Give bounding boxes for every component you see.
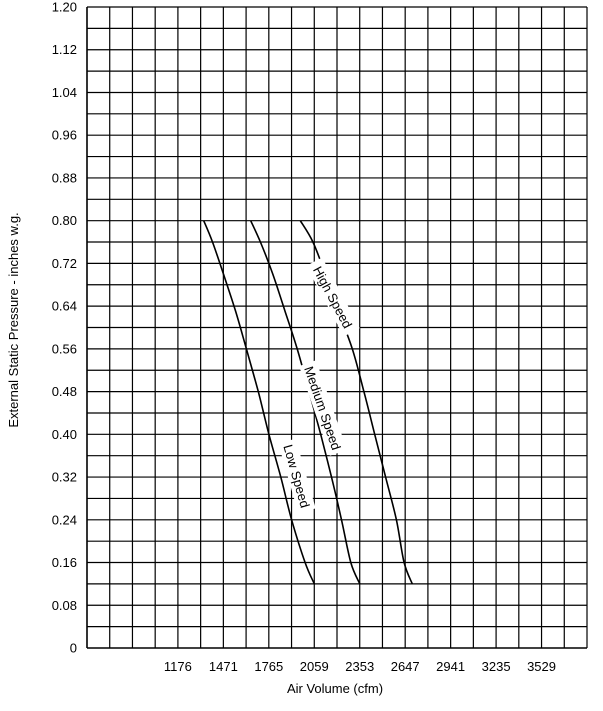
- y-tick-label: 0.48: [52, 384, 77, 399]
- y-tick-label: 0.88: [52, 170, 77, 185]
- medium-speed-label-backdrop: [299, 360, 347, 456]
- y-tick-label: 0.96: [52, 128, 77, 143]
- x-tick-label: 1471: [209, 659, 238, 674]
- high-speed-label-backdrop: [306, 257, 360, 337]
- x-axis-title: Air Volume (cfm): [287, 681, 383, 696]
- y-axis-title: External Static Pressure - inches w.g.: [6, 212, 21, 427]
- y-tick-label: 0.08: [52, 598, 77, 613]
- y-tick-label: 1.04: [52, 85, 77, 100]
- y-tick-label: 0.72: [52, 256, 77, 271]
- x-tick-label: 2647: [391, 659, 420, 674]
- x-tick-labels: 1176 1471 1765 2059 2353 2647 2941 3235 3529: [164, 659, 556, 674]
- x-tick-label: 2353: [345, 659, 374, 674]
- y-tick-label: 1.20: [52, 0, 77, 15]
- chart-grid: [86, 6, 588, 649]
- x-tick-label: 3529: [527, 659, 556, 674]
- low-speed-label-backdrop: [278, 438, 316, 514]
- y-tick-label: 0.64: [52, 299, 77, 314]
- y-tick-labels: 0 0.08 0.16 0.24 0.32 0.40 0.48 0.56 0.64 0.72 0.8…: [52, 0, 77, 656]
- y-tick-label: 0.24: [52, 512, 77, 527]
- x-tick-label: 2059: [300, 659, 329, 674]
- y-tick-label: 0.80: [52, 213, 77, 228]
- y-tick-label: 0: [70, 641, 77, 656]
- y-tick-label: 0.32: [52, 470, 77, 485]
- y-tick-label: 0.40: [52, 427, 77, 442]
- y-tick-label: 0.56: [52, 341, 77, 356]
- x-tick-label: 3235: [482, 659, 511, 674]
- y-tick-label: 1.12: [52, 42, 77, 57]
- low-speed-curve: [202, 220, 316, 585]
- x-tick-label: 1176: [164, 659, 192, 674]
- x-tick-label: 2941: [436, 659, 465, 674]
- y-tick-label: 0.16: [52, 555, 77, 570]
- x-tick-label: 1765: [254, 659, 283, 674]
